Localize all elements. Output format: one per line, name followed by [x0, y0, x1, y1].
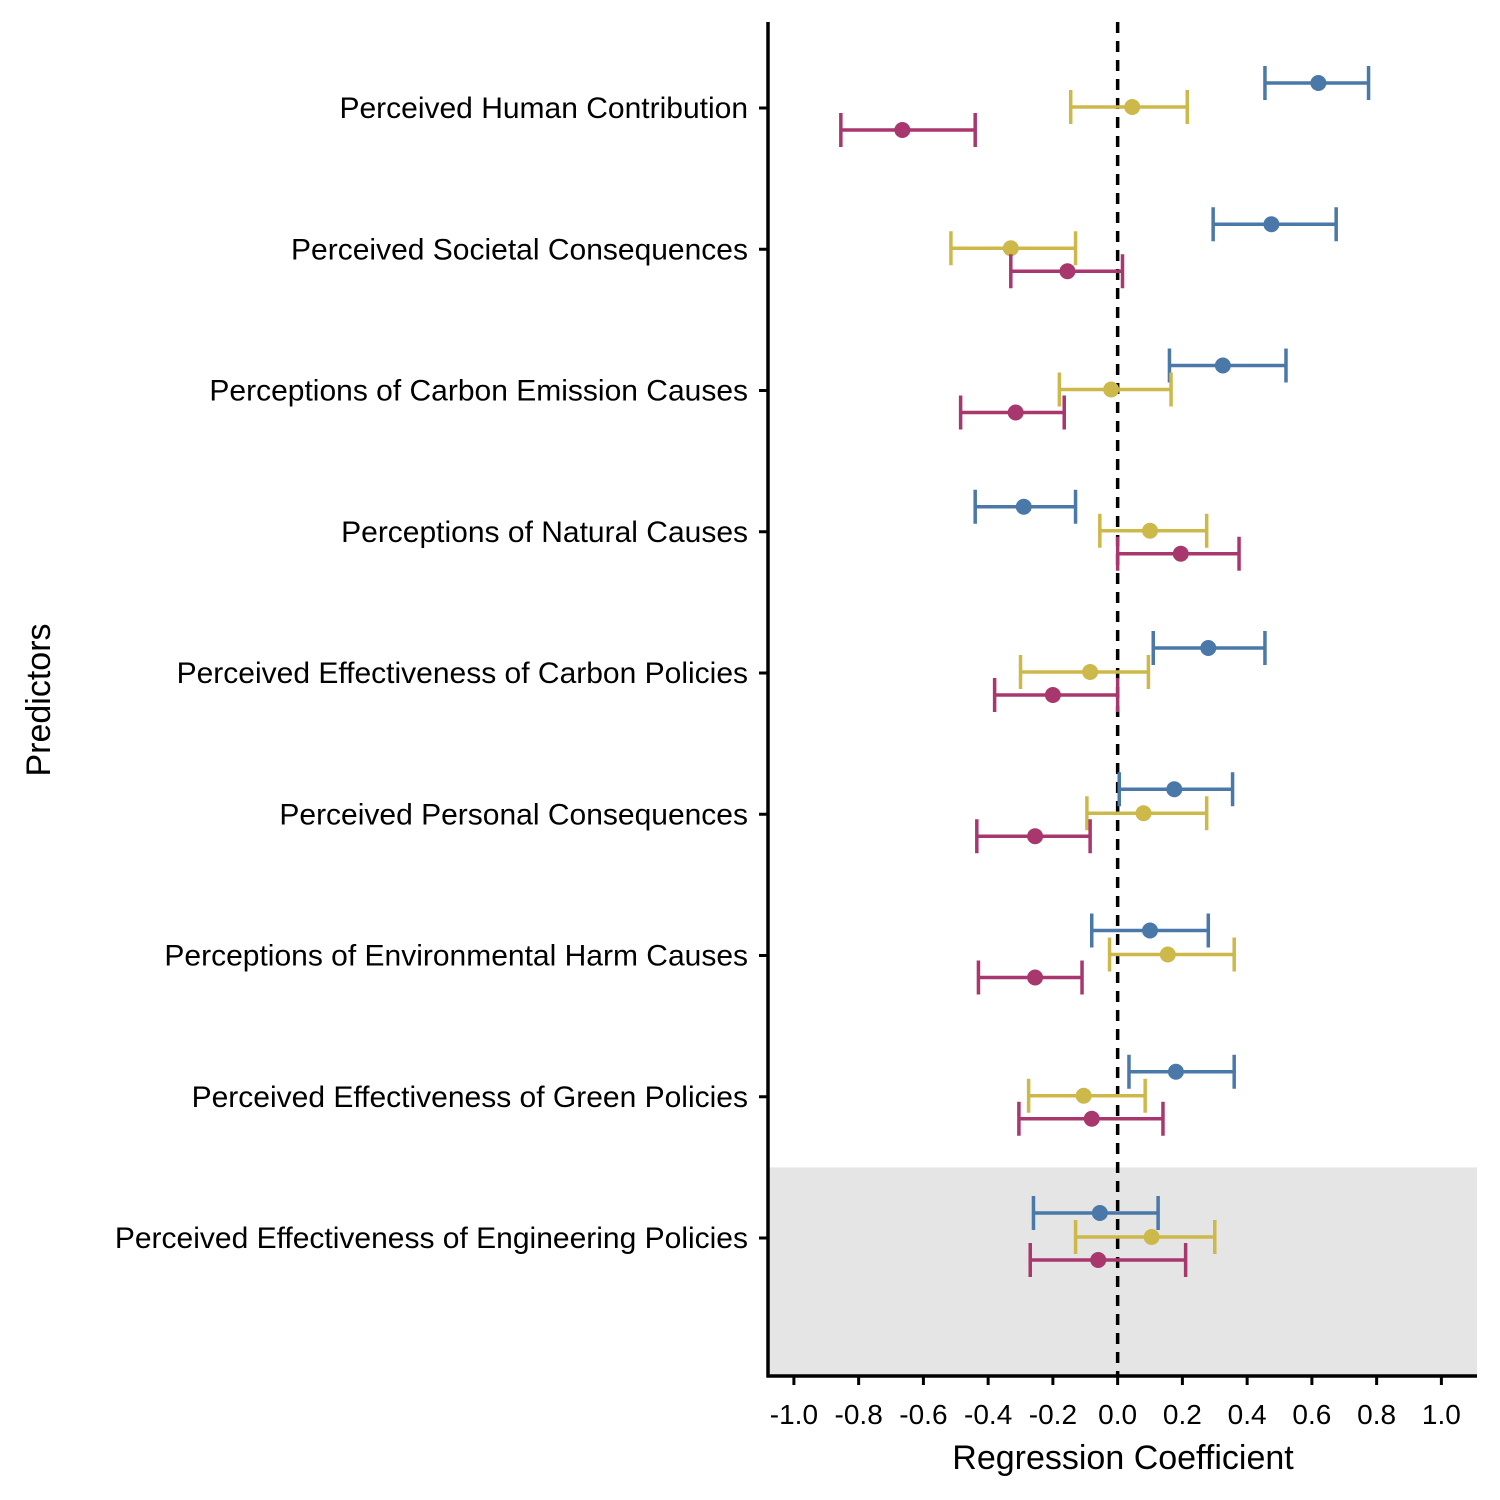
estimate-point — [1015, 498, 1032, 515]
category-label: Perceived Personal Consequences — [279, 798, 748, 831]
x-tick-label: 0.4 — [1228, 1399, 1267, 1430]
estimate-point — [1172, 545, 1189, 562]
estimate-point — [1166, 781, 1183, 798]
estimate-point — [1143, 1229, 1160, 1245]
x-tick-label: -1.0 — [770, 1399, 818, 1430]
y-axis: Perceived Human Contribution Perceived So… — [115, 92, 768, 1255]
x-tick-label: 0.6 — [1292, 1399, 1331, 1430]
category-label: Perceived Effectiveness of Carbon Polici… — [177, 657, 748, 690]
x-tick-label: 0.2 — [1163, 1399, 1202, 1430]
x-axis-title: Regression Coefficient — [952, 1439, 1294, 1477]
estimate-point — [1310, 75, 1327, 91]
series-2 — [949, 90, 1236, 1254]
category-label: Perceptions of Carbon Emission Causes — [209, 375, 748, 408]
estimate-point — [1142, 922, 1159, 939]
x-tick-label: -0.4 — [964, 1399, 1012, 1430]
estimate-point — [1200, 640, 1217, 656]
estimate-point — [1027, 969, 1044, 986]
estimate-point — [1167, 1063, 1184, 1080]
series-1 — [973, 66, 1371, 1230]
category-label: Perceptions of Natural Causes — [341, 516, 748, 549]
highlight-band — [768, 1167, 1477, 1376]
x-tick-label: -0.8 — [835, 1399, 883, 1430]
estimate-point — [1002, 240, 1019, 257]
estimate-point — [1159, 946, 1176, 963]
estimate-point — [1075, 1087, 1092, 1104]
x-axis: -1.0 -0.8 -0.6 -0.4 -0.2 0.0 0.2 0.4 0.6 0.8 1.0 — [770, 1376, 1461, 1430]
category-label: Perceived Societal Consequences — [291, 233, 748, 266]
x-tick-label: 1.0 — [1422, 1399, 1461, 1430]
category-label: Perceived Effectiveness of Engineering P… — [115, 1222, 748, 1255]
series-3 — [839, 113, 1241, 1277]
estimate-point — [1091, 1205, 1108, 1221]
estimate-point — [1007, 404, 1024, 421]
series-layer — [839, 66, 1371, 1277]
estimate-point — [1124, 99, 1141, 115]
category-label: Perceived Effectiveness of Green Policie… — [192, 1081, 748, 1114]
estimate-point — [894, 122, 911, 138]
estimate-point — [1090, 1252, 1107, 1268]
estimate-point — [1082, 664, 1099, 680]
estimate-point — [1214, 357, 1231, 374]
estimate-point — [1083, 1110, 1100, 1127]
estimate-point — [1103, 381, 1120, 398]
category-label: Perceptions of Environmental Harm Causes — [164, 940, 748, 973]
estimate-point — [1044, 687, 1061, 703]
x-tick-label: -0.6 — [899, 1399, 947, 1430]
estimate-point — [1059, 263, 1076, 280]
x-tick-label: 0.0 — [1098, 1399, 1137, 1430]
estimate-point — [1142, 522, 1159, 539]
estimate-point — [1027, 828, 1044, 845]
estimate-point — [1135, 805, 1152, 822]
estimate-point — [1263, 216, 1280, 233]
y-axis-title: Predictors — [20, 623, 58, 776]
category-label: Perceived Human Contribution — [339, 92, 748, 125]
x-tick-label: 0.8 — [1357, 1399, 1396, 1430]
x-tick-label: -0.2 — [1029, 1399, 1077, 1430]
